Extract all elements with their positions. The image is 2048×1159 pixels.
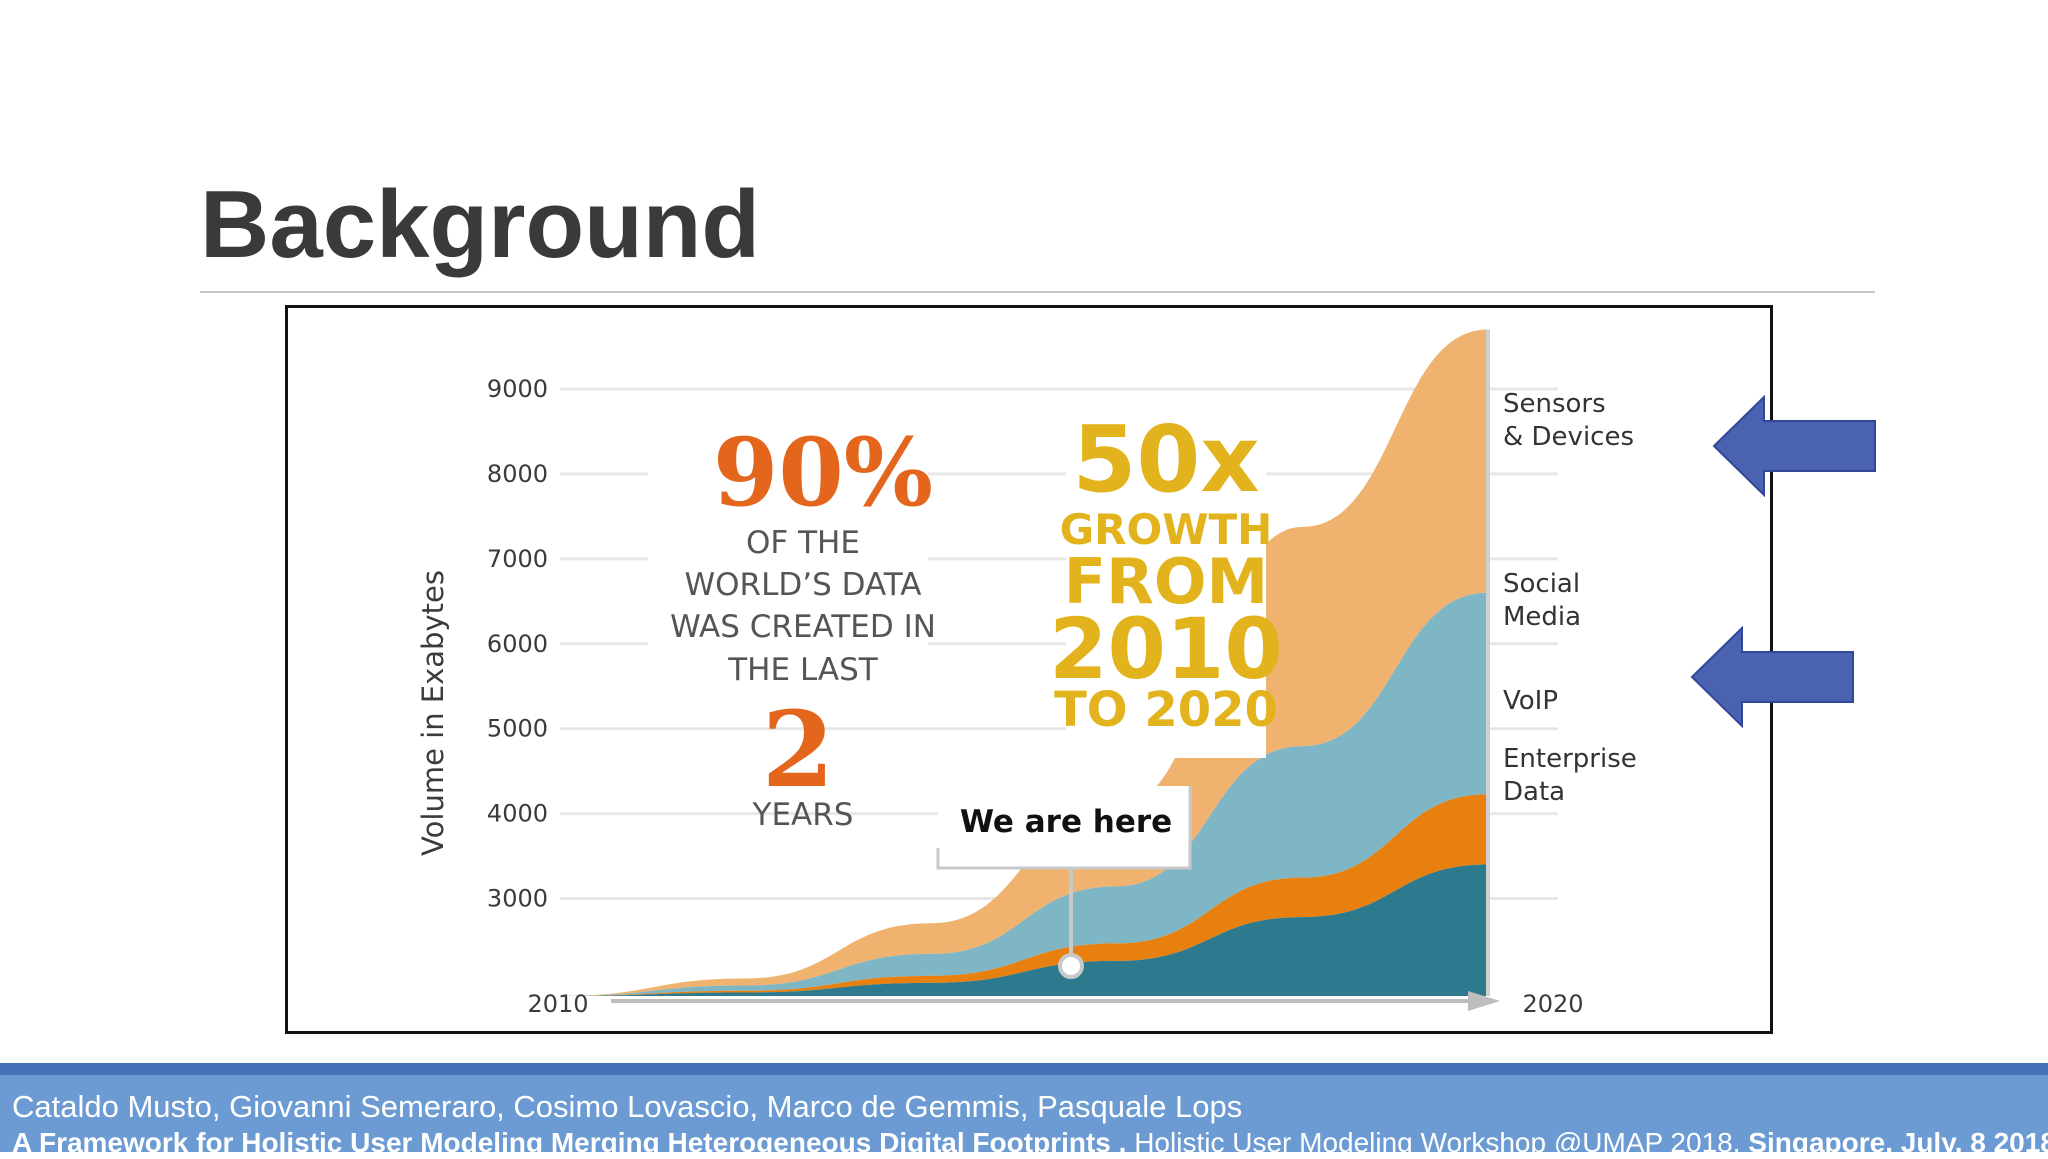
left-arrow-icon	[1712, 395, 1876, 497]
y-axis-label: Volume in Exabytes	[416, 570, 450, 856]
y-tick-label: 8000	[487, 460, 548, 488]
growth-text: TO 2020	[1054, 682, 1278, 738]
stat-text-line: WAS CREATED IN	[670, 609, 936, 645]
y-tick-label: 9000	[487, 375, 548, 403]
series-label: Sensors	[1503, 389, 1606, 419]
footer-authors: Cataldo Musto, Giovanni Semeraro, Cosimo…	[12, 1089, 1243, 1124]
y-tick-label: 5000	[487, 715, 548, 743]
stat-unit: YEARS	[752, 797, 854, 833]
workshop-venue: Holistic User Modeling Workshop @UMAP 20…	[1134, 1127, 1741, 1158]
stat-backdrop	[648, 408, 928, 708]
area-series-1	[560, 864, 1488, 996]
title-divider	[200, 291, 1875, 293]
callout-marker	[1058, 953, 1084, 979]
callout-box	[938, 786, 1190, 868]
series-label: Enterprise	[1503, 744, 1637, 774]
y-tick-label: 6000	[487, 630, 548, 658]
y-tick-label: 7000	[487, 545, 548, 573]
area-series-3	[560, 592, 1488, 996]
x-axis-arrowhead	[1468, 991, 1500, 1011]
data-growth-figure: 3000 4000 5000 6000 7000 8000 9000 Volume in E…	[285, 305, 1773, 1034]
y-tick-label: 4000	[487, 800, 548, 828]
stat-text-line: WORLD’S DATA	[685, 567, 922, 603]
y-axis-ticks: 3000 4000 5000 6000 7000 8000 9000	[487, 375, 548, 913]
growth-backdrop	[1066, 418, 1266, 758]
stat-text-line: THE LAST	[727, 652, 879, 688]
x-tick-label: 2020	[1522, 990, 1583, 1018]
series-label: & Devices	[1503, 422, 1634, 452]
series-label: VoIP	[1503, 686, 1558, 716]
footer-citation: A Framework for Holistic User Modeling M…	[12, 1127, 2048, 1159]
growth-multiplier: 50x	[1072, 406, 1259, 513]
x-axis: 2010 2020	[527, 990, 1583, 1018]
callout-text: We are here	[960, 804, 1172, 840]
growth-text: FROM	[1064, 545, 1269, 618]
big-stat: 90%	[713, 418, 933, 528]
place-date: Singapore. July, 8 2018	[1748, 1127, 2048, 1158]
left-arrow-icon	[1690, 626, 1854, 728]
series-label: Data	[1503, 777, 1565, 807]
series-label: Media	[1503, 602, 1581, 632]
area-series-4	[560, 329, 1488, 996]
stacked-areas	[560, 329, 1490, 996]
stat-text-line: OF THE	[746, 525, 860, 561]
callout-border	[936, 786, 1192, 870]
stacked-area-chart: 3000 4000 5000 6000 7000 8000 9000 Volume in E…	[416, 329, 1637, 1018]
growth-text: GROWTH	[1060, 505, 1273, 554]
slide-footer: Cataldo Musto, Giovanni Semeraro, Cosimo…	[0, 1063, 2048, 1158]
series-label: Social	[1503, 569, 1580, 599]
stat-number: 2	[762, 688, 834, 811]
y-tick-label: 3000	[487, 885, 548, 913]
x-tick-label: 2010	[527, 990, 588, 1018]
growth-year: 2010	[1049, 600, 1283, 698]
paper-title: A Framework for Holistic User Modeling M…	[12, 1127, 1127, 1158]
slide-title: Background	[200, 171, 761, 278]
area-series-2	[560, 794, 1488, 996]
